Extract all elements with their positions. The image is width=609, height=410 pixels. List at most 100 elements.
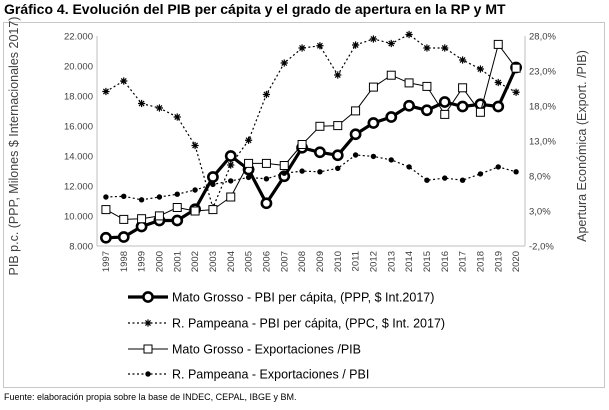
chart-title: Gráfico 4. Evolución del PIB per cápita … xyxy=(4,1,506,17)
data-point xyxy=(281,170,287,176)
data-point xyxy=(438,96,451,108)
series-4 xyxy=(103,152,519,203)
legend-item: R. Pampeana - Exportaciones / PBI xyxy=(128,368,369,382)
data-point xyxy=(174,191,180,197)
y-tick-label: 8.000 xyxy=(69,242,93,253)
x-tick-label: 2000 xyxy=(154,251,165,272)
data-point xyxy=(441,44,449,52)
data-point xyxy=(117,231,130,243)
legend-marker xyxy=(142,291,154,303)
data-point xyxy=(458,83,468,93)
data-point xyxy=(208,205,218,215)
data-point xyxy=(368,82,378,92)
y2-tick-label: 8,0% xyxy=(529,172,551,183)
data-point xyxy=(403,99,415,112)
data-point xyxy=(228,178,234,184)
data-point xyxy=(335,165,341,171)
y-tick-label: 18.000 xyxy=(64,92,93,103)
data-point xyxy=(334,71,342,79)
data-point xyxy=(333,121,343,131)
x-tick-label: 1997 xyxy=(101,251,112,272)
series-line xyxy=(105,33,517,209)
data-point xyxy=(493,39,503,49)
data-point xyxy=(244,136,253,144)
data-point xyxy=(406,164,412,170)
legend-label: R. Pampeana - PBI per cápita, (PPC, $ In… xyxy=(172,317,445,331)
data-point xyxy=(224,150,237,162)
data-point xyxy=(513,169,519,175)
data-point xyxy=(494,78,502,87)
data-point xyxy=(260,197,273,210)
y2-tick-label: 3,0% xyxy=(529,207,551,218)
data-point xyxy=(495,164,501,170)
y-tick-label: 10.000 xyxy=(64,212,93,223)
y2-axis-label: Apertura Económica (Export. /PIB) xyxy=(575,50,589,242)
data-point xyxy=(314,146,326,159)
data-point xyxy=(475,107,485,117)
legend-label: Mato Grosso - PBI per cápita, (PPP, $ In… xyxy=(172,291,434,305)
legend-marker xyxy=(143,344,153,354)
x-tick-label: 1998 xyxy=(119,251,130,272)
x-tick-label: 2013 xyxy=(386,251,397,272)
data-point xyxy=(135,220,148,233)
x-tick-label: 2020 xyxy=(511,251,522,272)
data-point xyxy=(369,35,378,43)
data-point xyxy=(351,41,360,49)
data-point xyxy=(315,121,325,131)
data-point xyxy=(422,81,432,91)
data-point xyxy=(192,187,198,193)
data-point xyxy=(120,77,128,85)
data-point xyxy=(477,171,484,177)
data-point xyxy=(245,174,252,181)
x-tick-label: 2012 xyxy=(368,251,379,272)
line-chart: 8.000 10.000 12.000 14.000 16.000 18.000 20.00… xyxy=(7,17,589,382)
x-tick-label: 2008 xyxy=(297,251,308,272)
y-tick-label: 12.000 xyxy=(64,182,93,193)
x-tick-label: 2005 xyxy=(244,251,255,272)
legend-label: R. Pampeana - Exportaciones / PBI xyxy=(172,368,369,382)
x-tick-label: 2017 xyxy=(458,251,469,272)
data-point xyxy=(352,152,359,158)
data-point xyxy=(190,206,200,216)
y2-tick-label: 28,0% xyxy=(529,32,556,43)
data-point xyxy=(512,88,520,96)
y-tick-label: 16.000 xyxy=(64,122,93,133)
source-note: Fuente: elaboración propia sobre la base… xyxy=(4,392,297,402)
series-1 xyxy=(100,61,522,244)
data-point xyxy=(263,176,270,182)
data-point xyxy=(100,231,112,244)
data-point xyxy=(154,211,164,221)
data-point xyxy=(171,214,184,227)
data-point xyxy=(280,59,288,67)
series-line xyxy=(105,154,517,201)
series-2 xyxy=(102,30,520,212)
data-point xyxy=(297,140,307,149)
x-tick-label: 2007 xyxy=(279,251,290,272)
data-point xyxy=(421,104,433,117)
x-tick-label: 2014 xyxy=(404,251,415,272)
data-point xyxy=(262,90,271,99)
data-point xyxy=(137,214,147,224)
data-point xyxy=(156,194,163,200)
chart-frame xyxy=(3,22,605,388)
data-point xyxy=(227,161,235,169)
x-tick-label: 2002 xyxy=(190,251,201,272)
y-tick-label: 22.000 xyxy=(64,32,93,43)
data-point xyxy=(207,171,219,183)
data-point xyxy=(102,87,110,96)
data-point xyxy=(511,63,521,73)
tick-labels: 8.000 10.000 12.000 14.000 16.000 18.000 20.00… xyxy=(64,32,557,273)
data-point xyxy=(316,42,324,50)
x-tick-label: 2009 xyxy=(315,251,326,272)
data-point xyxy=(155,104,164,112)
y-axis-label: PIB p.c. (PPP, Milones $ Internacionales… xyxy=(7,17,21,276)
data-point xyxy=(137,99,146,108)
data-point xyxy=(459,177,466,183)
data-point xyxy=(244,158,254,168)
y2-tick-label: 18,0% xyxy=(529,102,556,113)
x-tick-label: 2018 xyxy=(475,251,486,272)
data-point xyxy=(121,193,127,199)
data-point xyxy=(138,197,145,203)
data-point xyxy=(317,169,323,175)
data-point xyxy=(103,194,109,200)
